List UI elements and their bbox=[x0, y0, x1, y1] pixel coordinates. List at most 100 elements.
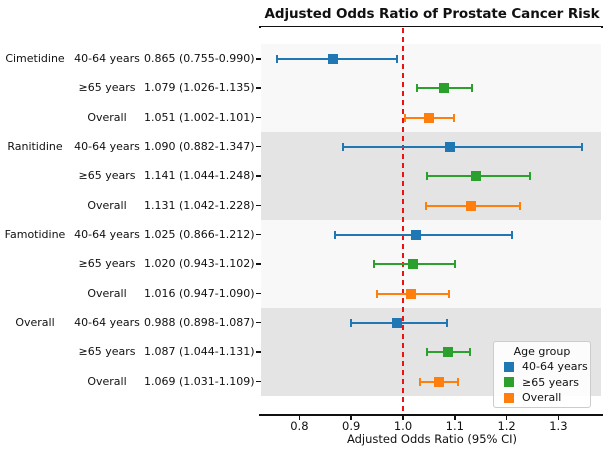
or-marker bbox=[391, 317, 402, 328]
estimate-label: 1.079 (1.026-1.135) bbox=[144, 81, 255, 95]
ci-cap-low bbox=[350, 318, 353, 327]
x-tick-label: 1.0 bbox=[393, 419, 413, 433]
y-tick bbox=[256, 204, 261, 207]
or-marker bbox=[438, 83, 449, 94]
or-marker bbox=[406, 288, 417, 299]
legend-label: Overall bbox=[522, 391, 562, 405]
y-tick bbox=[256, 351, 261, 353]
ci-cap-high bbox=[453, 113, 456, 122]
row-label: Overall 1.016 (0.947-1.090) bbox=[0, 286, 258, 302]
x-tick-label: 1.3 bbox=[549, 419, 568, 433]
bottom-axis-spine bbox=[259, 414, 603, 416]
ci-cap-high bbox=[510, 230, 513, 239]
row-label: ≥65 years 1.141 (1.044-1.248) bbox=[0, 168, 258, 184]
row-label: Overall 1.051 (1.002-1.101) bbox=[0, 110, 258, 126]
age-group-label: Overall bbox=[87, 286, 127, 300]
drug-label: Ranitidine bbox=[7, 139, 63, 153]
y-tick bbox=[256, 145, 261, 148]
estimate-label: 1.131 (1.042-1.228) bbox=[144, 198, 255, 212]
legend-swatch--65-years bbox=[504, 377, 514, 388]
legend-label: 40-64 years bbox=[522, 360, 588, 374]
ci-cap-high bbox=[446, 318, 449, 327]
estimate-label: 0.865 (0.755-0.990) bbox=[144, 52, 255, 65]
row-label: Overall 1.069 (1.031-1.109) bbox=[0, 374, 258, 390]
row-label: ≥65 years 1.079 (1.026-1.135) bbox=[0, 80, 258, 96]
ci-cap-low bbox=[373, 260, 376, 269]
ci-cap-high bbox=[453, 260, 456, 269]
x-axis-label: Adjusted Odds Ratio (95% CI) bbox=[346, 432, 518, 446]
legend-swatch-40-64-years bbox=[504, 361, 514, 372]
x-tick bbox=[505, 416, 508, 420]
ci-line bbox=[333, 233, 513, 236]
or-marker bbox=[465, 200, 476, 211]
reference-line bbox=[402, 28, 404, 414]
row-label: Cimetidine 40-64 years 0.865 (0.755-0.990) bbox=[0, 51, 258, 67]
age-group-label: 40-64 years bbox=[74, 52, 140, 65]
x-tick bbox=[454, 416, 456, 420]
legend: Age group 40-64 years ≥65 years Overall bbox=[493, 341, 591, 408]
row-label: Overall 40-64 years 0.988 (0.898-1.087) bbox=[0, 315, 258, 331]
estimate-label: 1.087 (1.044-1.131) bbox=[144, 345, 255, 359]
ci-cap-low bbox=[419, 377, 422, 386]
y-tick bbox=[256, 321, 261, 324]
x-tick-label: 1.2 bbox=[497, 419, 516, 433]
x-tick bbox=[557, 416, 560, 420]
row-label: ≥65 years 1.087 (1.044-1.131) bbox=[0, 344, 258, 360]
drug-label: Cimetidine bbox=[5, 52, 65, 65]
legend-title: Age group bbox=[513, 345, 571, 358]
age-group-label: ≥65 years bbox=[78, 169, 136, 183]
row-label: Ranitidine 40-64 years 1.090 (0.882-1.347) bbox=[0, 139, 258, 155]
or-marker bbox=[410, 229, 421, 240]
drug-label: Famotidine bbox=[4, 227, 66, 241]
chart-title: Adjusted Odds Ratio of Prostate Cancer R… bbox=[264, 6, 600, 22]
legend-item: ≥65 years bbox=[494, 375, 590, 391]
or-marker bbox=[443, 347, 454, 358]
x-tick-label: 0.8 bbox=[290, 419, 309, 433]
x-tick bbox=[298, 416, 301, 420]
age-group-label: Overall bbox=[87, 374, 127, 388]
age-group-label: ≥65 years bbox=[78, 345, 136, 359]
row-label: ≥65 years 1.020 (0.943-1.102) bbox=[0, 256, 258, 272]
y-tick bbox=[256, 175, 261, 177]
estimate-label: 0.988 (0.898-1.087) bbox=[144, 315, 255, 329]
estimate-label: 1.051 (1.002-1.101) bbox=[144, 110, 255, 124]
or-marker bbox=[408, 259, 419, 270]
ci-cap-high bbox=[457, 377, 460, 386]
y-tick bbox=[256, 233, 261, 236]
ci-cap-low bbox=[424, 201, 427, 210]
ci-cap-low bbox=[375, 289, 378, 298]
age-group-label: 40-64 years bbox=[74, 315, 140, 329]
legend-item: 40-64 years bbox=[494, 359, 590, 375]
ci-cap-low bbox=[425, 348, 428, 357]
estimate-label: 1.090 (0.882-1.347) bbox=[144, 139, 255, 153]
estimate-label: 1.069 (1.031-1.109) bbox=[144, 374, 255, 388]
ci-cap-high bbox=[519, 201, 522, 210]
ci-cap-high bbox=[468, 348, 471, 357]
ci-cap-high bbox=[395, 55, 398, 63]
y-tick bbox=[256, 263, 261, 265]
x-tick-label: 1.1 bbox=[445, 419, 464, 433]
x-tick bbox=[402, 416, 404, 420]
ci-cap-high bbox=[470, 84, 473, 93]
age-group-label: Overall bbox=[87, 110, 127, 124]
or-marker bbox=[424, 112, 435, 123]
age-group-label: ≥65 years bbox=[78, 81, 136, 95]
age-group-label: 40-64 years bbox=[74, 227, 140, 241]
legend-swatch-overall bbox=[504, 392, 514, 403]
legend-item: Overall bbox=[494, 390, 590, 406]
y-tick bbox=[256, 87, 261, 89]
estimate-label: 1.141 (1.044-1.248) bbox=[144, 169, 255, 183]
age-group-label: ≥65 years bbox=[78, 257, 136, 271]
or-marker bbox=[328, 54, 339, 64]
ci-cap-low bbox=[416, 84, 419, 93]
or-marker bbox=[433, 376, 444, 387]
legend-label: ≥65 years bbox=[522, 375, 579, 389]
legend-items: 40-64 years ≥65 years Overall bbox=[494, 359, 590, 406]
ci-cap-high bbox=[529, 172, 532, 181]
ci-line bbox=[341, 145, 583, 148]
ci-cap-high bbox=[447, 289, 450, 298]
estimate-label: 1.016 (0.947-1.090) bbox=[144, 286, 255, 300]
y-tick bbox=[256, 380, 261, 383]
y-tick bbox=[256, 116, 261, 119]
